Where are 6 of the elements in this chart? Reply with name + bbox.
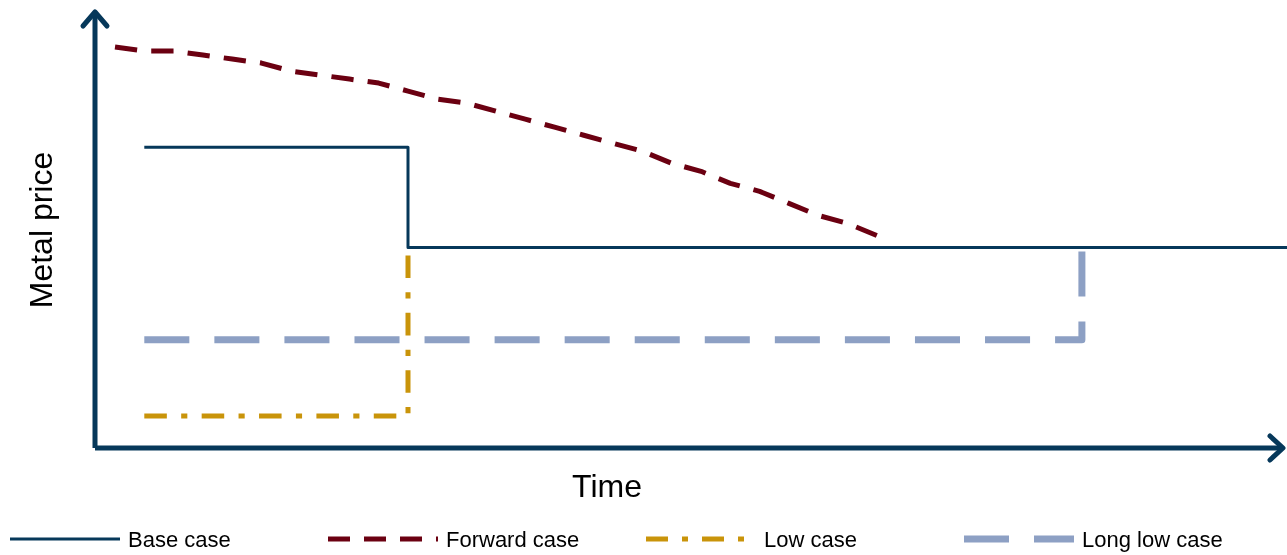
- legend-label: Low case: [764, 527, 857, 552]
- x-axis-title: Time: [572, 468, 642, 504]
- legend-label: Base case: [128, 527, 231, 552]
- y-axis-title: Metal price: [23, 151, 59, 309]
- legend-label: Forward case: [446, 527, 580, 552]
- legend-label: Long low case: [1082, 527, 1223, 552]
